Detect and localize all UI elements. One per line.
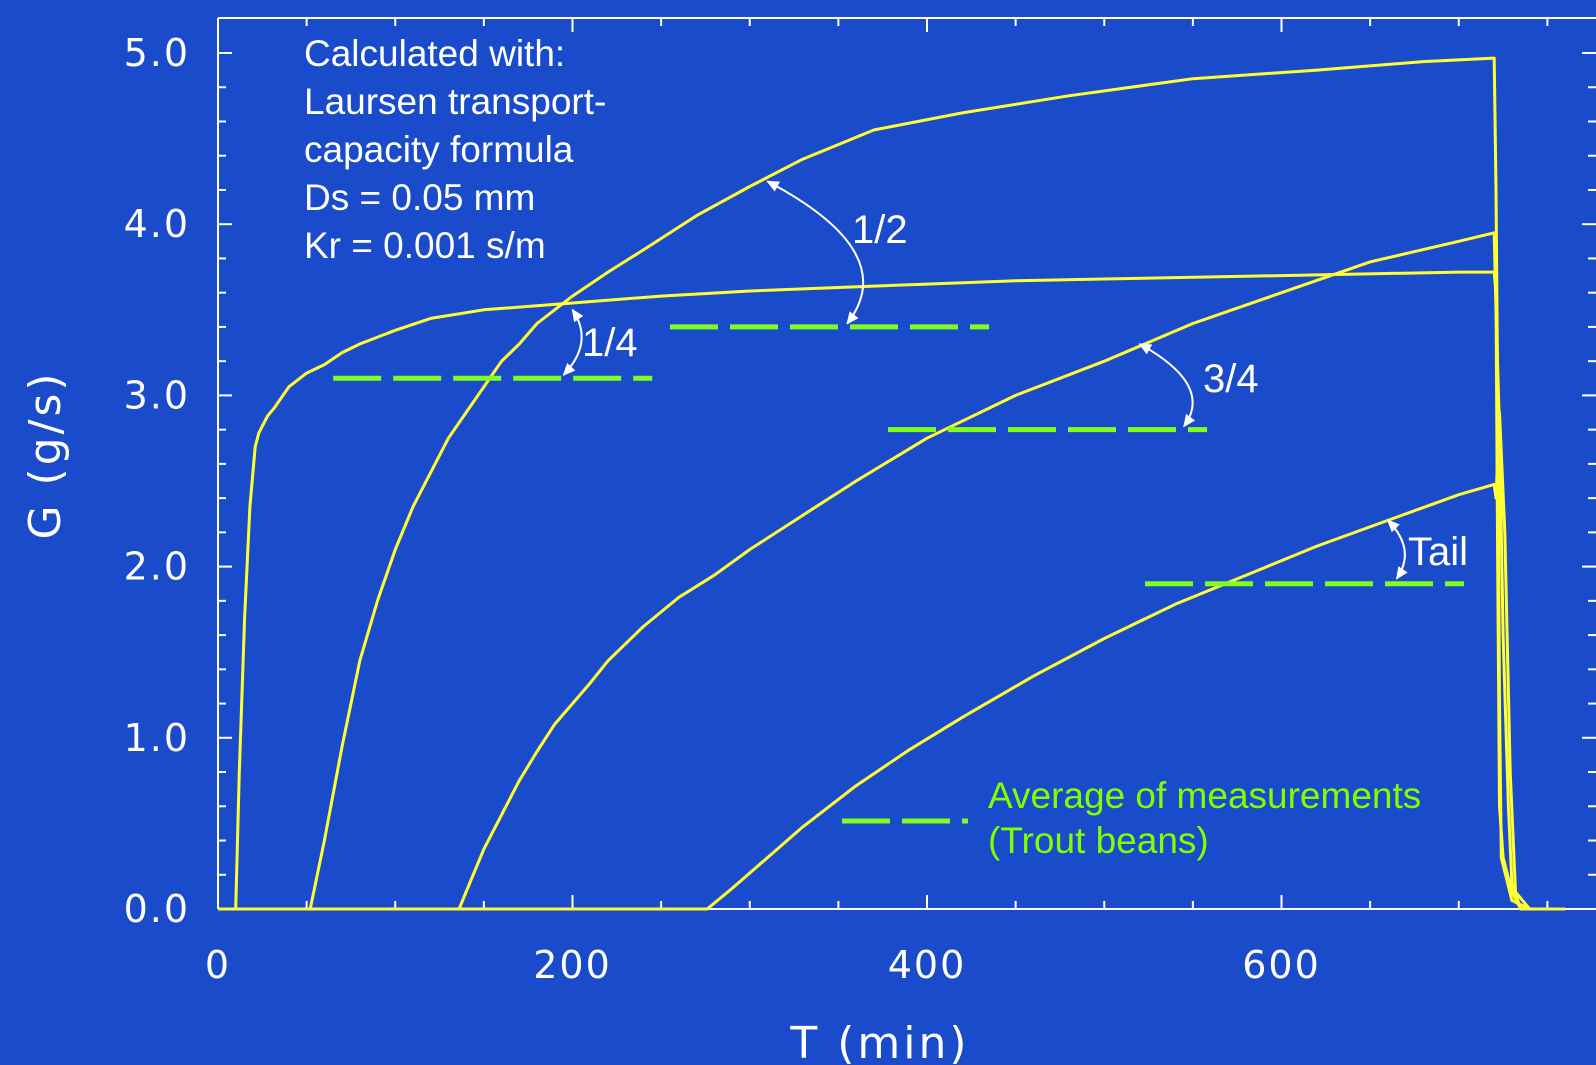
- series-line: [218, 56, 1566, 911]
- series-layer: [218, 56, 1566, 911]
- note-line: Kr = 0.001 s/m: [304, 225, 546, 266]
- series-line: [218, 231, 1566, 911]
- x-axis-title: T (min): [789, 1018, 969, 1065]
- annotation-arrow: [1386, 519, 1408, 580]
- annotation-label: 1/2: [852, 208, 908, 252]
- annotation-arrow: [562, 308, 584, 376]
- legend: Average of measurements (Trout beans): [842, 775, 1421, 861]
- note-line: Ds = 0.05 mm: [304, 177, 535, 218]
- y-tick-label: 4.0: [124, 202, 190, 246]
- annotation-layer: 1/4 1/2 3/4 Tail: [562, 180, 1468, 580]
- measurement-layer: [333, 324, 1465, 587]
- y-tick-label: 3.0: [124, 373, 190, 417]
- note-line: Laursen transport-: [304, 81, 606, 122]
- ticks: 0 200 400 600 0.0 1.0 2.0 3.0 4.0 5.0: [124, 18, 1596, 987]
- annotation-label: 3/4: [1203, 357, 1259, 401]
- note-line: capacity formula: [304, 129, 574, 170]
- y-tick-label: 1.0: [124, 716, 190, 760]
- x-tick-label: 200: [533, 943, 612, 987]
- x-tick-label: 600: [1242, 943, 1321, 987]
- y-tick-label: 2.0: [124, 545, 190, 589]
- y-tick-label: 0.0: [124, 887, 190, 931]
- legend-label: Average of measurements: [988, 775, 1421, 816]
- y-tick-label: 5.0: [124, 31, 190, 75]
- calculation-note: Calculated with: Laursen transport- capa…: [304, 33, 606, 266]
- annotation-arrow: [1138, 343, 1196, 428]
- series-line: [218, 411, 1566, 911]
- x-tick-label: 0: [205, 943, 231, 987]
- annotation-label: 1/4: [582, 321, 638, 365]
- y-axis-title: G (g/s): [20, 370, 71, 539]
- x-tick-label: 400: [888, 943, 967, 987]
- note-line: Calculated with:: [304, 33, 565, 74]
- legend-label: (Trout beans): [988, 820, 1209, 861]
- annotation-label: Tail: [1408, 530, 1468, 574]
- annotation-arrow: [766, 180, 865, 325]
